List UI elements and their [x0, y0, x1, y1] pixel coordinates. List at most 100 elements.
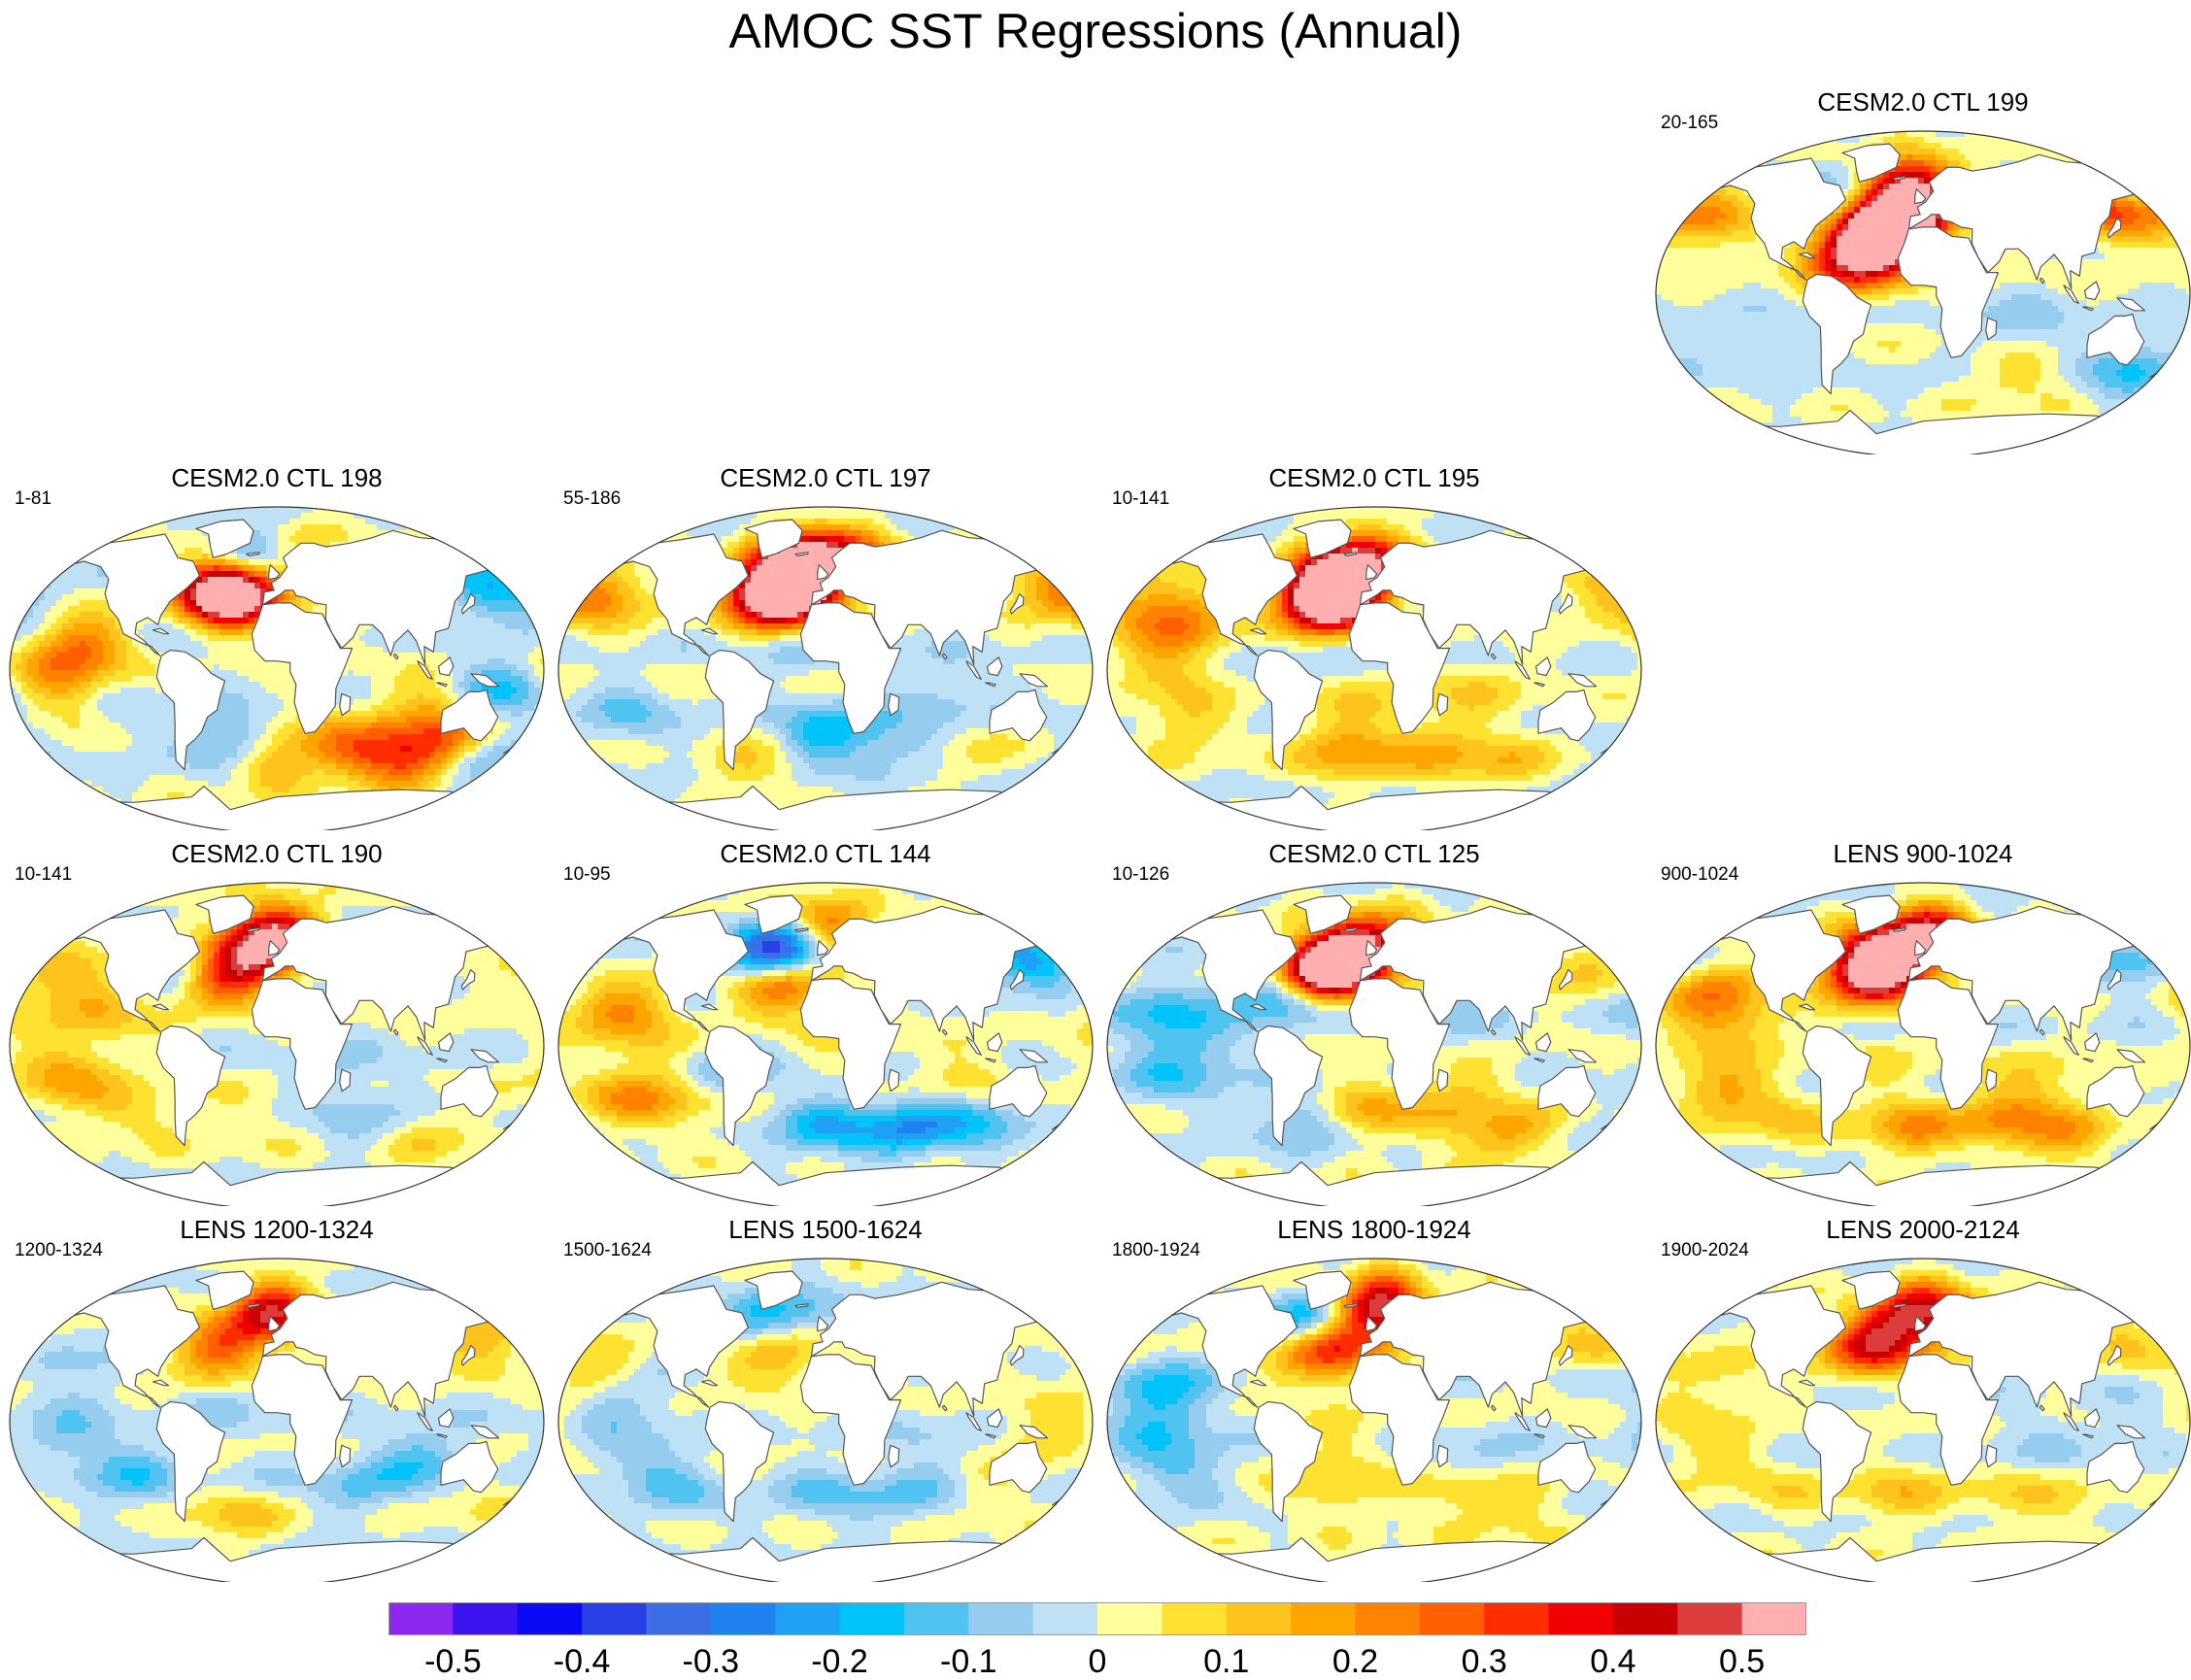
- field-cell: [2151, 393, 2158, 400]
- field-cell: [1994, 405, 2001, 412]
- field-cell: [2029, 405, 2036, 412]
- field-cell: [1994, 277, 2001, 284]
- field-cell: [1767, 131, 1773, 138]
- field-cell: [1842, 213, 1849, 219]
- field-cell: [406, 507, 413, 514]
- field-cell: [394, 513, 401, 520]
- field-cell: [1778, 143, 1785, 150]
- field-cell: [1796, 154, 1803, 161]
- field-cell: [2046, 387, 2053, 394]
- field-cell: [1784, 341, 1791, 348]
- field-cell: [1842, 277, 1849, 284]
- field-cell: [1936, 224, 1942, 231]
- field-cell: [1819, 154, 1826, 161]
- field-cell: [1895, 382, 1902, 388]
- field-cell: [2116, 154, 2123, 161]
- field-cell: [2006, 294, 2012, 301]
- field-cell: [2180, 265, 2187, 272]
- field-cell: [1947, 160, 1954, 167]
- field-cell: [1802, 149, 1808, 155]
- field-cell: [2029, 382, 2036, 388]
- field-cell: [2046, 312, 2053, 319]
- field-cell: [1743, 318, 1750, 324]
- field-cell: [1761, 382, 1768, 388]
- field-cell: [1772, 277, 1779, 284]
- field-cell: [1755, 393, 1762, 400]
- field-cell: [2105, 271, 2111, 278]
- field-cell: [2023, 382, 2030, 388]
- field-cell: [1866, 358, 1872, 365]
- field-cell: [173, 507, 180, 514]
- field-cell: [2029, 300, 2036, 307]
- field-cell: [1802, 318, 1808, 324]
- field-cell: [1994, 294, 2001, 301]
- field-cell: [2006, 411, 2012, 418]
- field-cell: [1737, 446, 1744, 453]
- field-cell: [295, 530, 302, 537]
- field-cell: [1918, 376, 1925, 383]
- field-cell: [2006, 358, 2012, 365]
- field-cell: [1930, 335, 1937, 342]
- field-cell: [2128, 218, 2135, 225]
- field-cell: [2140, 224, 2146, 231]
- field-cell: [2105, 259, 2111, 266]
- field-cell: [435, 524, 442, 531]
- field-cell: [1714, 277, 1721, 284]
- field-cell: [2052, 154, 2059, 161]
- field-cell: [1807, 271, 1814, 278]
- field-cell: [1778, 405, 1785, 412]
- field-cell: [1720, 143, 1727, 150]
- field-cell: [1807, 137, 1814, 144]
- field-cell: [2075, 306, 2082, 313]
- field-cell: [1912, 178, 1919, 185]
- field-cell: [1877, 294, 1884, 301]
- field-cell: [1726, 428, 1733, 435]
- field-cell: [2000, 358, 2006, 365]
- field-cell: [1714, 207, 1721, 214]
- field-cell: [1906, 393, 1913, 400]
- field-cell: [2058, 323, 2065, 330]
- field-cell: [1778, 422, 1785, 429]
- field-cell: [1662, 271, 1669, 278]
- field-cell: [1947, 358, 1954, 365]
- field-cell: [2087, 434, 2094, 441]
- map-panel: CESM2.0 CTL 198 1-81: [5, 461, 549, 830]
- field-cell: [1994, 137, 2001, 144]
- field-cell: [1743, 411, 1750, 418]
- field-cell: [2128, 265, 2135, 272]
- field-cell: [1691, 265, 1698, 272]
- field-cell: [120, 513, 127, 520]
- field-cell: [1755, 329, 1762, 336]
- field-cell: [1848, 213, 1855, 219]
- field-cell: [260, 530, 267, 537]
- field-cell: [1790, 137, 1797, 144]
- field-cell: [1906, 149, 1913, 155]
- field-cell: [1679, 329, 1686, 336]
- field-cell: [2040, 335, 2047, 342]
- field-cell: [1895, 277, 1902, 284]
- field-cell: [1976, 154, 1983, 161]
- field-cell: [2163, 341, 2170, 348]
- field-cell: [1685, 230, 1692, 237]
- field-cell: [1930, 306, 1937, 313]
- field-cell: [1854, 288, 1861, 295]
- field-cell: [1895, 224, 1902, 231]
- field-cell: [1743, 131, 1750, 138]
- field-cell: [1895, 143, 1902, 150]
- field-cell: [1848, 370, 1855, 377]
- field-cell: [1679, 224, 1686, 231]
- field-cell: [1790, 405, 1797, 412]
- field-cell: [1761, 253, 1768, 260]
- field-cell: [1976, 341, 1983, 348]
- field-cell: [1708, 218, 1715, 225]
- field-cell: [1819, 452, 1826, 454]
- field-cell: [1848, 283, 1855, 289]
- field-cell: [2087, 358, 2094, 365]
- field-cell: [1994, 341, 2001, 348]
- field-cell: [2105, 277, 2111, 284]
- field-cell: [2023, 411, 2030, 418]
- field-cell: [2105, 428, 2111, 435]
- field-cell: [1761, 364, 1768, 371]
- field-cell: [2081, 452, 2088, 454]
- field-cell: [464, 513, 471, 520]
